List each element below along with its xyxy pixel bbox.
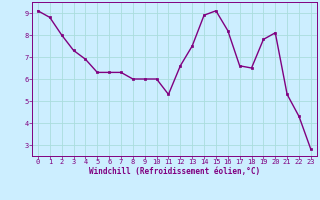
X-axis label: Windchill (Refroidissement éolien,°C): Windchill (Refroidissement éolien,°C): [89, 167, 260, 176]
